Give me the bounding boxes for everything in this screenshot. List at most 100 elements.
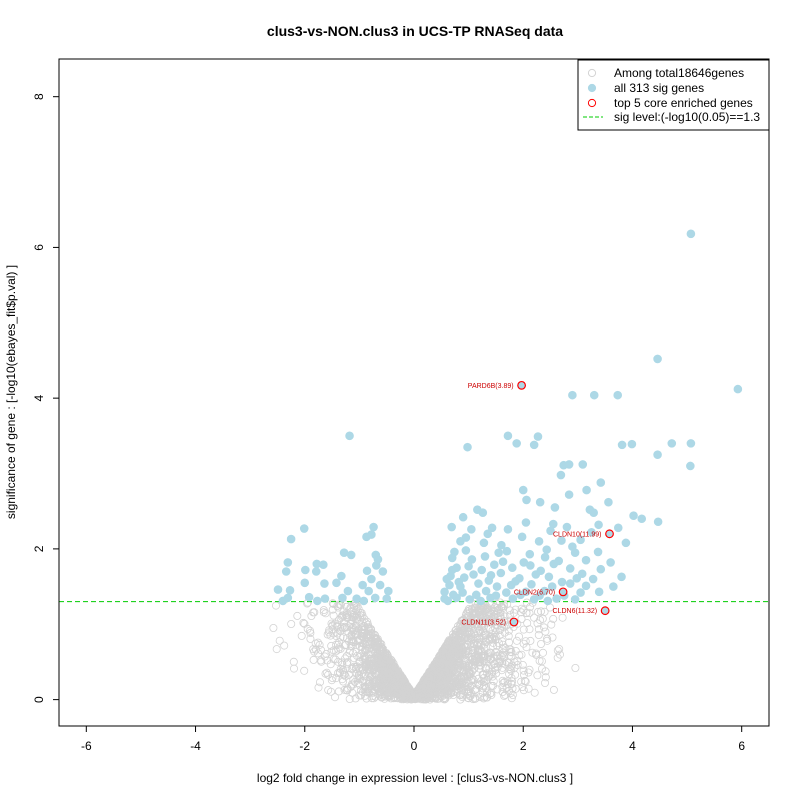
- nonsig-point: [496, 609, 505, 618]
- nonsig-point: [375, 677, 384, 686]
- sig-point: [588, 574, 598, 584]
- sig-point: [572, 573, 582, 583]
- nonsig-point: [335, 669, 344, 678]
- nonsig-point: [446, 667, 455, 676]
- sig-point: [346, 550, 356, 560]
- nonsig-point: [453, 678, 462, 687]
- nonsig-point: [525, 609, 534, 618]
- nonsig-point: [506, 647, 515, 656]
- nonsig-point: [507, 661, 516, 670]
- sig-point: [522, 495, 531, 505]
- nonsig-point: [322, 649, 331, 658]
- nonsig-point: [512, 636, 521, 645]
- sig-point: [552, 594, 561, 603]
- nonsig-point: [519, 686, 528, 695]
- nonsig-point: [367, 671, 376, 680]
- sig-point: [550, 503, 560, 512]
- sig-point: [476, 596, 485, 606]
- nonsig-point: [497, 652, 506, 661]
- nonsig-point: [459, 660, 468, 669]
- nonsig-point: [319, 608, 328, 617]
- nonsig-point: [323, 630, 332, 639]
- nonsig-point: [275, 636, 284, 645]
- sig-gene-points: [273, 229, 743, 606]
- sig-point: [582, 485, 591, 495]
- nonsig-point: [322, 668, 331, 677]
- nonsig-point: [444, 652, 453, 661]
- sig-point: [613, 390, 623, 400]
- sig-point: [544, 572, 554, 582]
- nonsig-point: [505, 611, 514, 620]
- nonsig-point: [477, 647, 486, 656]
- nonsig-point: [405, 686, 414, 695]
- sig-point: [352, 594, 361, 603]
- sig-point: [596, 478, 606, 487]
- sig-point: [557, 577, 567, 587]
- nonsig-point: [342, 686, 351, 695]
- nonsig-point: [522, 598, 531, 607]
- nonsig-point: [434, 686, 443, 695]
- nonsig-point: [462, 647, 471, 656]
- sig-point: [508, 594, 518, 603]
- nonsig-point: [541, 673, 550, 682]
- nonsig-point: [549, 685, 558, 694]
- sig-point: [343, 586, 353, 596]
- sig-point: [384, 586, 393, 596]
- nonsig-point: [517, 650, 526, 659]
- sig-point: [565, 579, 575, 588]
- nonsig-point: [472, 641, 481, 650]
- nonsig-point: [311, 639, 320, 648]
- nonsig-point: [521, 677, 530, 686]
- nonsig-point: [350, 654, 359, 663]
- nonsig-point: [460, 628, 469, 637]
- nonsig-point: [333, 640, 342, 649]
- x-tick-label: -2: [299, 739, 310, 753]
- nonsig-point: [332, 640, 341, 649]
- sig-point: [459, 573, 469, 582]
- nonsig-point: [511, 647, 520, 656]
- nonsig-point: [537, 607, 546, 616]
- nonsig-point: [472, 684, 481, 693]
- nonsig-point: [383, 655, 392, 664]
- x-axis-label: log2 fold change in expression level : […: [257, 771, 573, 785]
- nonsig-point: [539, 648, 548, 657]
- nonsig-point: [340, 622, 349, 631]
- x-tick-label: 0: [411, 739, 418, 753]
- nonsig-point: [460, 633, 469, 642]
- nonsig-point: [289, 664, 298, 673]
- nonsig-point: [420, 694, 429, 703]
- sig-point: [301, 565, 310, 575]
- sig-point: [320, 579, 329, 588]
- nonsig-point: [520, 676, 529, 685]
- nonsig-point: [429, 666, 438, 675]
- sig-point: [503, 431, 513, 441]
- nonsig-point: [481, 630, 490, 639]
- nonsig-point: [511, 605, 520, 614]
- sig-point: [542, 545, 552, 554]
- nonsig-point: [309, 655, 318, 664]
- sig-point: [516, 590, 525, 600]
- legend-label-threshold: sig level:(-log10(0.05)==1.3: [614, 110, 760, 124]
- sig-point: [491, 591, 501, 600]
- nonsig-point: [438, 666, 447, 675]
- sig-point: [533, 432, 543, 441]
- nonsig-point: [488, 642, 497, 651]
- legend-symbol-nonsig: [587, 68, 597, 78]
- sig-point: [589, 390, 599, 400]
- nonsig-point: [403, 691, 412, 700]
- nonsig-point: [488, 667, 497, 676]
- top-gene-label: CLDN6(11.32): [553, 608, 598, 615]
- sig-point: [320, 594, 330, 603]
- nonsig-point: [543, 634, 552, 643]
- y-tick-label: 0: [32, 696, 46, 703]
- y-axis: 0 2 4 6 8: [32, 93, 60, 703]
- nonsig-point: [287, 620, 296, 629]
- sig-point: [543, 596, 553, 606]
- nonsig-point: [307, 612, 316, 621]
- nonsig-point: [330, 693, 339, 702]
- nonsig-point: [368, 665, 377, 674]
- top-point-fill: [517, 381, 526, 390]
- sig-point: [362, 532, 371, 542]
- x-tick-label: -6: [81, 739, 92, 753]
- nonsig-point: [517, 677, 526, 686]
